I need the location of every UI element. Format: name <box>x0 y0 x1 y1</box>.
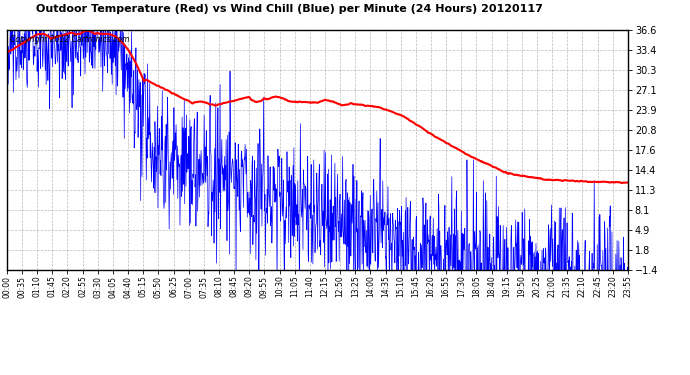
Text: Copyright 2012 Cartronics.com: Copyright 2012 Cartronics.com <box>10 35 130 44</box>
Text: Outdoor Temperature (Red) vs Wind Chill (Blue) per Minute (24 Hours) 20120117: Outdoor Temperature (Red) vs Wind Chill … <box>37 4 543 14</box>
